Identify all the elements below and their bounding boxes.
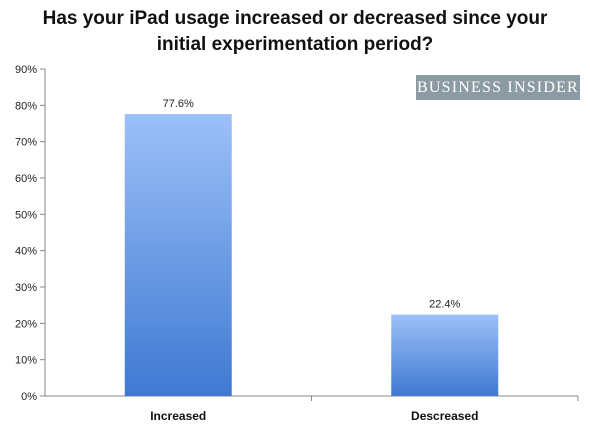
bar [391, 314, 499, 396]
y-tick-label: 60% [15, 173, 37, 185]
chart-title: Has your iPad usage increased or decreas… [0, 6, 590, 58]
y-tick-label: 0% [21, 391, 37, 403]
x-tick-label: Increased [150, 409, 206, 423]
y-tick-label: 10% [15, 355, 37, 367]
y-tick-label: 90% [15, 64, 37, 76]
x-tick-label: Descreased [411, 409, 478, 423]
bar [124, 114, 232, 396]
data-label: 77.6% [163, 98, 194, 110]
y-tick-label: 20% [15, 318, 37, 330]
data-label: 22.4% [429, 299, 460, 311]
y-tick-label: 40% [15, 246, 37, 258]
y-tick-label: 50% [15, 209, 37, 221]
business-insider-logo: BUSINESS INSIDER [416, 75, 580, 100]
y-tick-label: 30% [15, 282, 37, 294]
y-tick-label: 80% [15, 100, 37, 112]
chart-title-line-2: initial experimentation period? [156, 34, 434, 55]
chart-title-line-1: Has your iPad usage increased or decreas… [42, 8, 548, 29]
y-tick-label: 70% [15, 137, 37, 149]
